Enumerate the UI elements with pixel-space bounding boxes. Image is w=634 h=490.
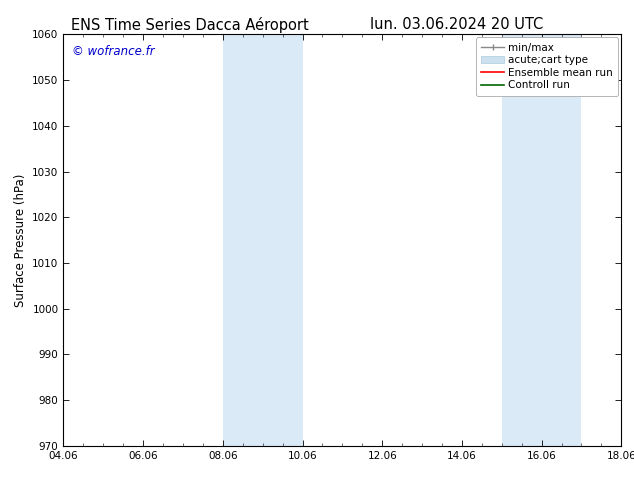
- Text: ENS Time Series Dacca Aéroport: ENS Time Series Dacca Aéroport: [71, 17, 309, 33]
- Text: © wofrance.fr: © wofrance.fr: [72, 45, 155, 58]
- Bar: [501, 34, 581, 446]
- Y-axis label: Surface Pressure (hPa): Surface Pressure (hPa): [14, 173, 27, 307]
- Text: lun. 03.06.2024 20 UTC: lun. 03.06.2024 20 UTC: [370, 17, 543, 32]
- Legend: min/max, acute;cart type, Ensemble mean run, Controll run: min/max, acute;cart type, Ensemble mean …: [476, 37, 618, 96]
- Bar: [223, 34, 302, 446]
